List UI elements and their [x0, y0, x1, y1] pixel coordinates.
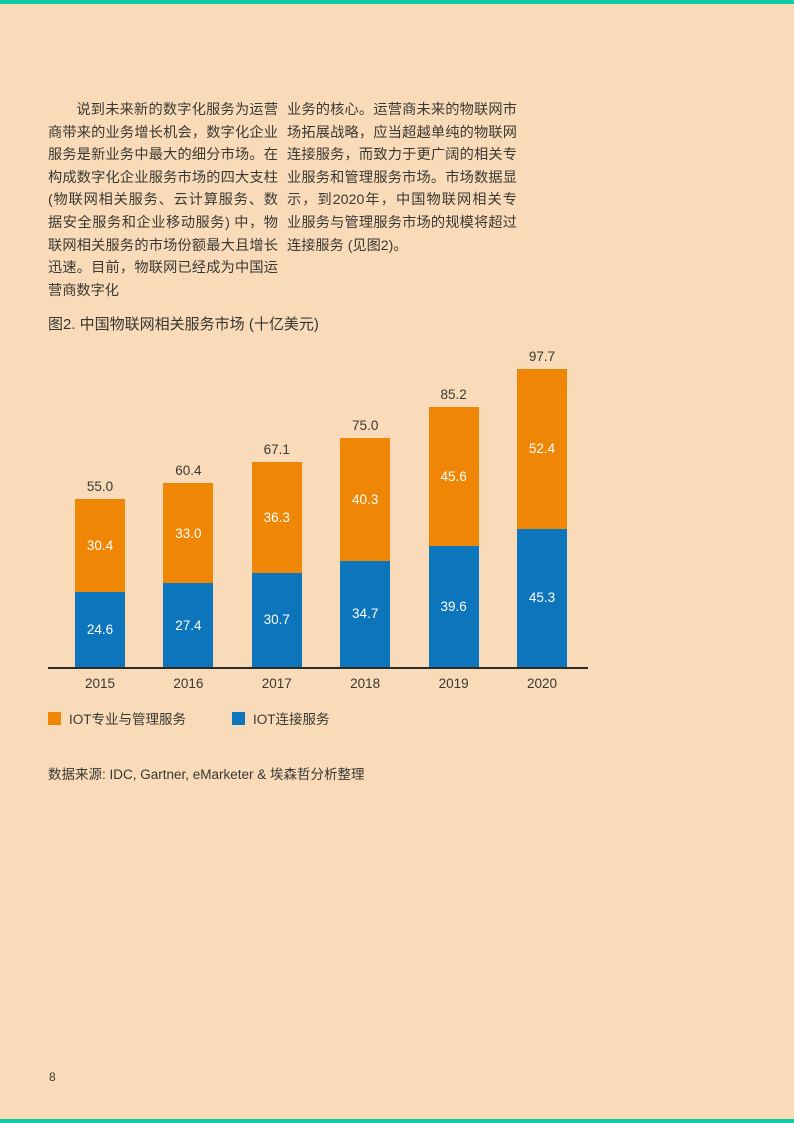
bar-segment-professional: 52.4	[517, 369, 567, 529]
bar-segment-connect: 30.7	[251, 573, 302, 667]
top-accent-bar	[0, 0, 794, 4]
chart-legend: IOT专业与管理服务 IOT连接服务	[48, 708, 330, 728]
legend-swatch-blue-icon	[232, 711, 245, 725]
bar-group-2015: 55.0 30.4 24.6	[75, 479, 125, 667]
x-axis-label: 2017	[261, 676, 292, 691]
legend-label-connect: IOT连接服务	[253, 712, 330, 727]
segment-value-label: 34.7	[352, 606, 379, 622]
bar-group-2018: 75.0 40.3 34.7	[340, 418, 391, 667]
segment-value-label: 33.0	[175, 525, 202, 541]
page-number: 8	[49, 1070, 56, 1084]
bar-segment-connect: 27.4	[163, 583, 214, 667]
bar-segment-professional: 36.3	[251, 462, 302, 573]
bar-segment-connect: 24.6	[75, 591, 125, 667]
x-axis-label: 2019	[438, 676, 469, 691]
segment-value-label: 45.3	[528, 590, 556, 606]
bar-segment-professional: 30.4	[75, 499, 125, 592]
bar-total-label: 67.1	[263, 442, 290, 458]
segment-value-label: 45.6	[440, 469, 467, 485]
x-axis-label: 2016	[173, 676, 204, 691]
segment-value-label: 52.4	[528, 441, 556, 457]
segment-value-label: 27.4	[175, 617, 202, 633]
bar-group-2016: 60.4 33.0 27.4	[163, 463, 214, 667]
bar-segment-connect: 34.7	[340, 561, 391, 667]
bar-total-label: 75.0	[352, 418, 379, 434]
segment-value-label: 30.7	[263, 612, 290, 628]
bar-group-2020: 97.7 52.4 45.3	[517, 349, 567, 667]
bar-segment-professional: 45.6	[428, 407, 479, 547]
bar-total-label: 55.0	[86, 479, 114, 495]
bar-segment-professional: 40.3	[340, 438, 391, 562]
x-axis-label: 2015	[84, 676, 116, 691]
body-paragraph-right: 业务的核心。运营商未来的物联网市场拓展战略，应当超越单纯的物联网连接服务，而致力…	[287, 102, 517, 254]
bar-group-2017: 67.1 36.3 30.7	[251, 442, 302, 667]
bar-total-label: 85.2	[440, 387, 467, 403]
segment-value-label: 24.6	[86, 621, 114, 637]
x-axis-label: 2020	[526, 676, 558, 691]
bar-segment-connect: 39.6	[428, 546, 479, 667]
legend-item-professional: IOT专业与管理服务	[48, 708, 186, 728]
bar-group-2019: 85.2 45.6 39.6	[428, 387, 479, 667]
source-note: 数据来源: IDC, Gartner, eMarketer & 埃森哲分析整理	[48, 767, 365, 782]
bottom-accent-bar	[0, 1119, 794, 1123]
legend-swatch-orange-icon	[48, 711, 61, 725]
segment-value-label: 39.6	[440, 599, 467, 615]
legend-label-professional: IOT专业与管理服务	[69, 712, 186, 727]
chart-plot: 55.0 30.4 24.6 60.4 33.0 27.4 67.1 36.3 30.7 75.0…	[48, 340, 588, 669]
segment-value-label: 36.3	[263, 510, 290, 526]
segment-value-label: 30.4	[86, 538, 114, 554]
legend-item-connect: IOT连接服务	[232, 708, 330, 728]
chart-x-labels: 2015 2016 2017 2018 2019 2020	[48, 676, 588, 694]
bar-total-label: 97.7	[528, 349, 556, 364]
x-axis-label: 2018	[350, 676, 381, 691]
segment-value-label: 40.3	[352, 492, 379, 508]
x-axis-line	[48, 667, 588, 669]
body-paragraph-left: 说到未来新的数字化服务为运营商带来的业务增长机会，数字化企业服务是新业务中最大的…	[48, 102, 278, 299]
bar-segment-connect: 45.3	[517, 528, 567, 667]
bar-total-label: 60.4	[175, 462, 202, 478]
bar-segment-professional: 33.0	[163, 482, 214, 584]
chart-title: 图2. 中国物联网相关服务市场 (十亿美元)	[48, 316, 319, 333]
